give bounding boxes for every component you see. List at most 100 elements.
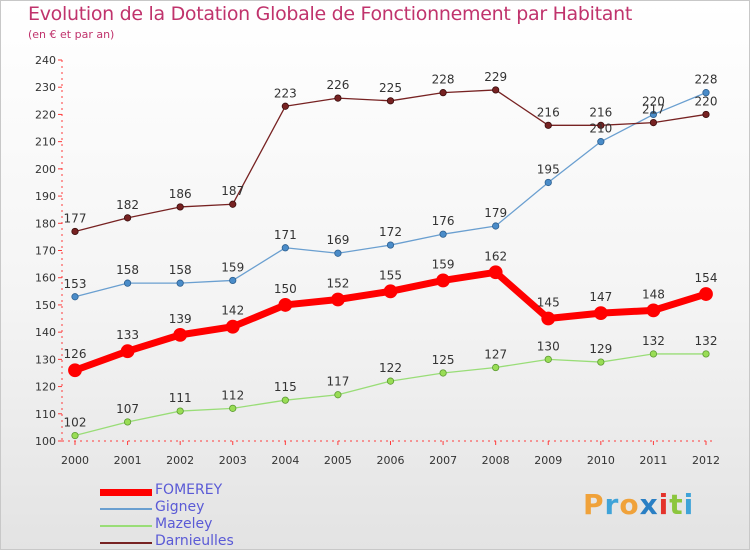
data-label-fomerey: 147 [589, 290, 612, 304]
data-label-fomerey: 126 [64, 347, 87, 361]
data-point-darnieulles [71, 227, 79, 236]
x-tick-label: 2001 [114, 454, 142, 467]
data-point-gigney [334, 249, 342, 257]
data-label-gigney: 153 [64, 277, 87, 291]
y-tick-label: 170 [35, 245, 56, 258]
data-label-gigney: 171 [274, 228, 297, 242]
data-label-mazeley: 112 [221, 388, 244, 402]
data-point-mazeley [386, 377, 395, 385]
data-label-gigney: 158 [169, 263, 192, 277]
data-point-fomerey [699, 287, 713, 301]
legend-swatch [100, 525, 152, 527]
data-point-gigney [597, 138, 605, 146]
data-point-mazeley [229, 404, 237, 412]
y-tick-label: 140 [35, 326, 56, 339]
y-tick-label: 120 [35, 381, 56, 394]
data-point-mazeley [281, 396, 289, 404]
data-label-gigney: 176 [432, 214, 455, 228]
logo-letter: i [683, 488, 695, 521]
data-label-gigney: 179 [484, 206, 507, 220]
data-point-gigney [176, 279, 184, 287]
x-tick-label: 2003 [219, 454, 247, 467]
data-point-fomerey [278, 298, 293, 312]
data-label-darnieulles: 229 [484, 70, 507, 84]
data-point-gigney [492, 222, 500, 230]
logo-letter: P [583, 488, 605, 521]
data-label-fomerey: 154 [695, 271, 718, 285]
data-point-mazeley [71, 431, 79, 440]
data-label-mazeley: 132 [642, 334, 665, 348]
x-tick-label: 2008 [482, 454, 510, 467]
logo-letter: o [619, 488, 640, 521]
data-point-fomerey [173, 327, 188, 342]
data-label-fomerey: 142 [221, 304, 244, 318]
data-point-gigney [123, 279, 132, 287]
x-tick-label: 2011 [639, 454, 667, 467]
x-tick-label: 2004 [271, 454, 299, 467]
data-label-darnieulles: 225 [379, 81, 402, 95]
data-label-mazeley: 127 [484, 348, 507, 362]
data-point-darnieulles [649, 118, 658, 127]
legend-swatch [100, 542, 152, 544]
data-label-gigney: 169 [326, 233, 349, 247]
data-point-mazeley [334, 391, 342, 399]
data-point-gigney [71, 293, 79, 301]
data-label-mazeley: 132 [695, 334, 718, 348]
y-tick-label: 210 [35, 136, 56, 149]
data-point-fomerey [331, 292, 345, 307]
data-label-darnieulles: 177 [64, 211, 87, 225]
y-tick-label: 100 [35, 435, 56, 448]
data-label-mazeley: 102 [64, 416, 87, 430]
data-point-mazeley [597, 358, 605, 366]
data-label-gigney: 210 [589, 122, 612, 136]
data-point-fomerey [436, 273, 450, 288]
data-point-darnieulles [123, 214, 132, 222]
y-tick-label: 160 [35, 272, 56, 285]
data-point-fomerey [541, 311, 556, 326]
data-label-gigney: 158 [116, 263, 139, 277]
data-point-darnieulles [176, 203, 184, 211]
data-point-mazeley [544, 355, 552, 363]
data-point-fomerey [646, 303, 661, 318]
x-tick-label: 2005 [324, 454, 352, 467]
data-point-mazeley [439, 369, 447, 377]
y-tick-label: 150 [35, 299, 56, 312]
data-point-fomerey [68, 363, 82, 378]
data-label-mazeley: 129 [589, 342, 612, 356]
data-point-gigney [229, 276, 237, 285]
data-point-gigney [439, 230, 447, 238]
chart-subtitle: (en € et par an) [28, 28, 115, 41]
chart-title: Evolution de la Dotation Globale de Fonc… [28, 3, 633, 25]
proxiti-logo: Proxiti [583, 488, 694, 521]
data-point-fomerey [593, 306, 608, 320]
data-point-gigney [386, 241, 395, 249]
data-point-gigney [281, 244, 289, 252]
logo-letter: t [669, 488, 684, 521]
data-label-darnieulles: 228 [432, 73, 455, 87]
logo-letter: i [658, 488, 670, 521]
y-tick-label: 220 [35, 108, 56, 121]
logo-letter: r [604, 488, 620, 521]
data-point-gigney [544, 178, 552, 187]
data-point-darnieulles [439, 89, 447, 97]
legend-label: Mazeley [155, 516, 213, 532]
data-label-darnieulles: 226 [326, 78, 349, 92]
data-label-fomerey: 152 [326, 276, 349, 290]
data-label-mazeley: 115 [274, 380, 297, 394]
legend-label: Gigney [155, 499, 205, 515]
x-tick-label: 2012 [692, 454, 720, 467]
legend-label: Darnieulles [155, 533, 234, 549]
x-tick-label: 2007 [429, 454, 457, 467]
data-point-mazeley [702, 350, 710, 358]
data-point-darnieulles [386, 97, 395, 105]
data-point-darnieulles [334, 94, 342, 102]
data-point-gigney [649, 110, 658, 119]
data-label-darnieulles: 223 [274, 86, 297, 100]
data-label-gigney: 220 [642, 94, 665, 108]
data-label-fomerey: 133 [116, 328, 139, 342]
y-tick-label: 110 [35, 408, 56, 421]
data-label-darnieulles: 220 [695, 94, 718, 108]
data-label-fomerey: 159 [432, 257, 455, 271]
data-label-fomerey: 148 [642, 287, 665, 301]
